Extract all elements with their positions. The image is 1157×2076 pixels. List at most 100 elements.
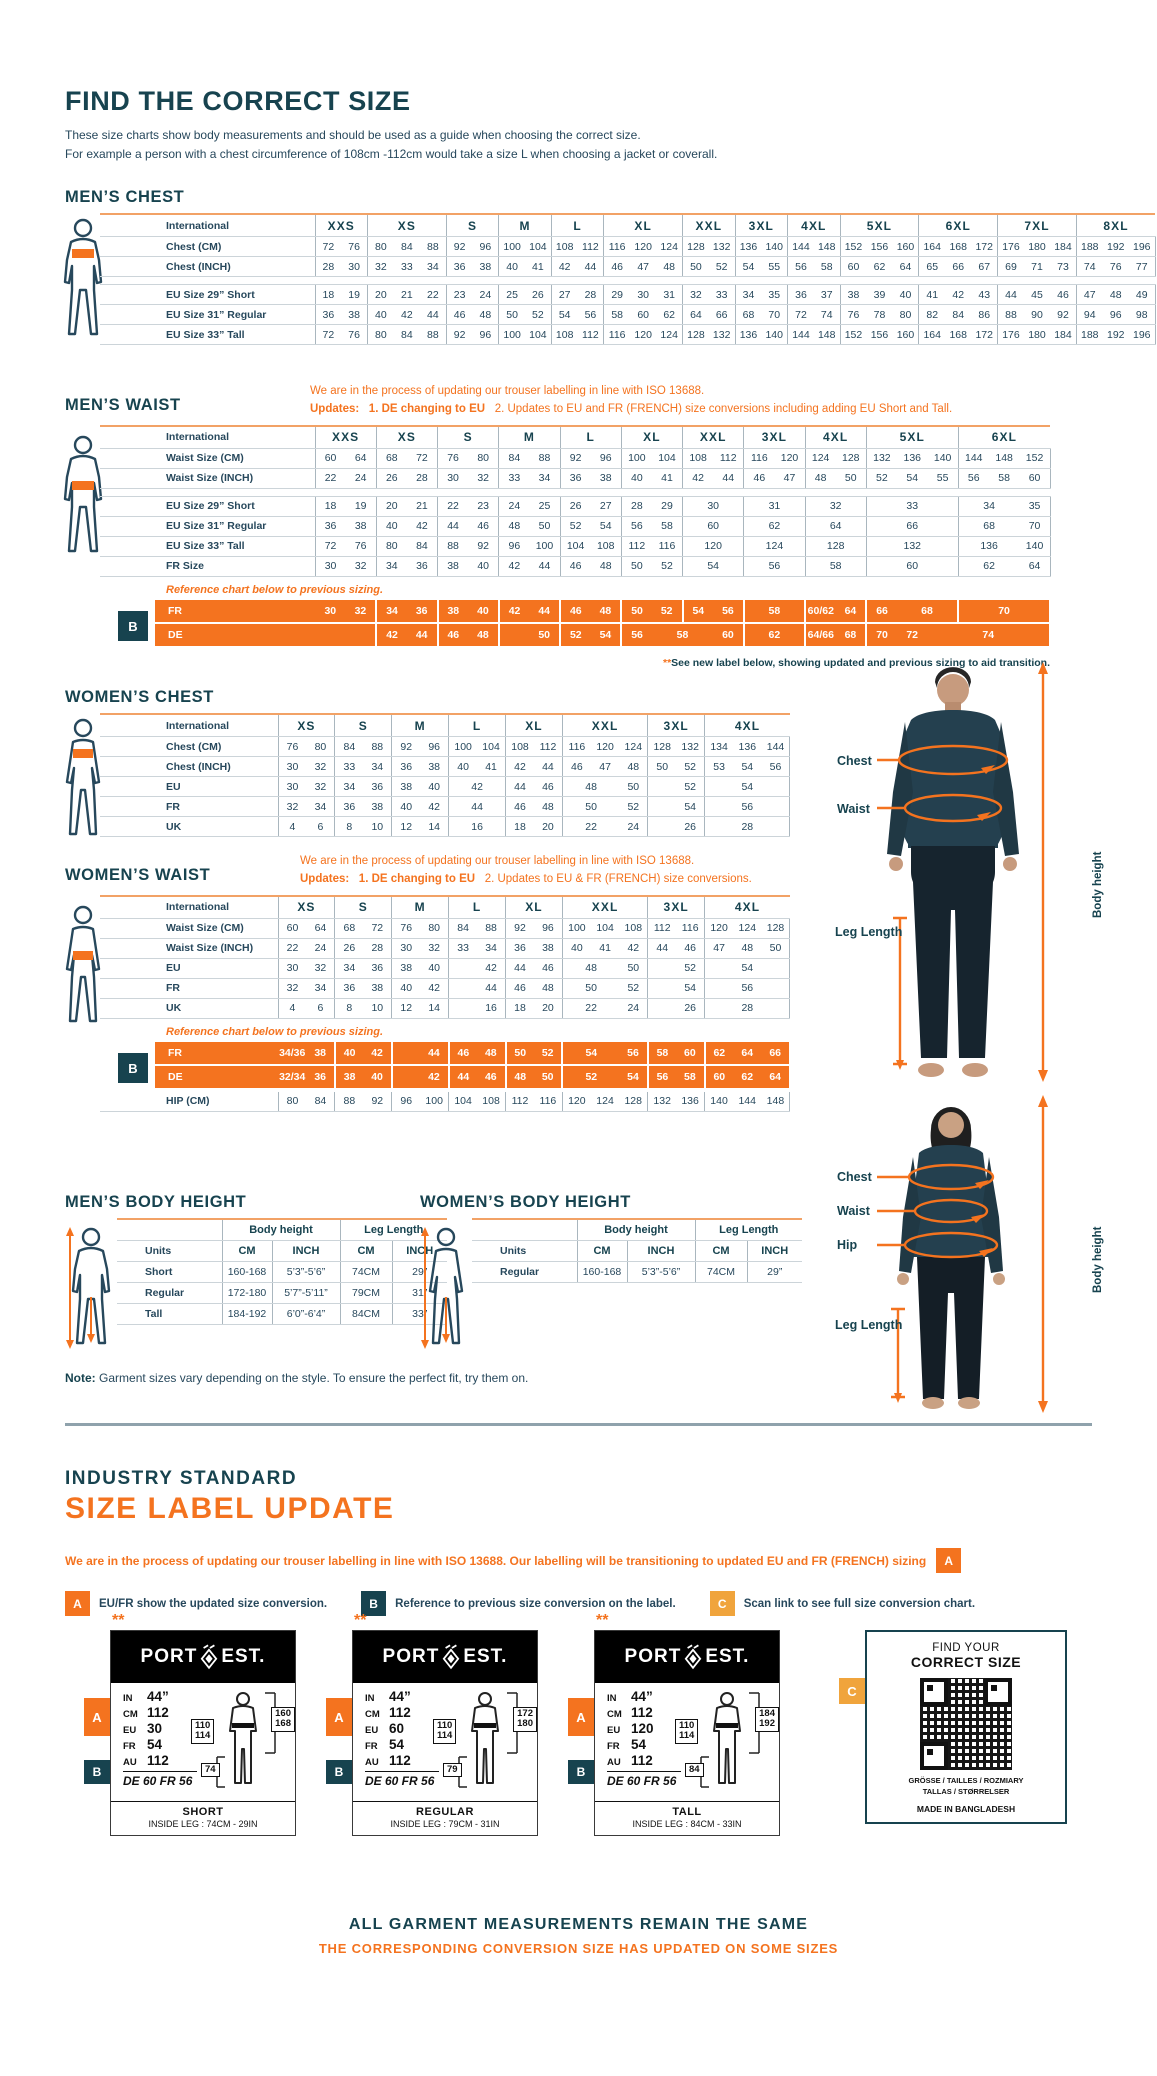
size-cell: 50	[647, 756, 677, 777]
size-cell: 136	[958, 536, 1020, 557]
size-cell: 30	[630, 284, 657, 305]
size-cell: 44	[647, 938, 677, 959]
cell: 160-168	[221, 1261, 272, 1283]
size-cell: 100	[621, 448, 652, 469]
size-cell: 58	[988, 468, 1020, 489]
size-cell: 41	[590, 938, 620, 959]
size-cell: 46	[676, 938, 706, 959]
mens-measurement-figure: Chest Waist Leg Length Body height	[835, 662, 1104, 1082]
size-cell: 36	[315, 304, 342, 325]
size-cell: 90	[1023, 304, 1051, 325]
size-cell: 76	[1102, 256, 1129, 277]
man-body-height-label: Body height	[1092, 851, 1104, 918]
size-cell: 38	[363, 978, 393, 999]
size-cell: 54	[704, 776, 791, 797]
made-in-text: MADE IN BANGLADESH	[916, 1804, 1016, 1814]
womens-waist-header-row: WOMEN’S WAIST We are in the process of u…	[65, 853, 825, 889]
badge-a-icon: A	[65, 1591, 90, 1616]
size-cell: 64	[835, 599, 868, 624]
value-fr: 54	[389, 1737, 405, 1752]
size-cell: 41	[525, 256, 552, 277]
size-cell: 30	[437, 468, 469, 489]
size-cell: 60	[1019, 468, 1051, 489]
row-label: UK	[100, 998, 279, 1019]
value-fr: 54	[631, 1737, 647, 1752]
size-cell: 56	[787, 256, 814, 277]
waist-measure-box: 110 114	[675, 1719, 699, 1744]
size-cell: 46	[562, 756, 591, 777]
row-label: Chest (INCH)	[100, 756, 279, 777]
size-cell: 54	[676, 978, 706, 999]
size-cell: 60	[713, 622, 745, 648]
size-group-header: S	[445, 214, 499, 237]
size-group-header: 3XL	[743, 425, 806, 449]
size-cell: 36	[406, 599, 439, 624]
update-item-1: 1. DE changing to EU	[368, 402, 486, 415]
size-cell: 39	[866, 284, 893, 305]
size-group-header: XXL	[561, 714, 648, 737]
size-cell: 42	[376, 622, 407, 648]
size-cell: 41	[651, 468, 684, 489]
womens-waist-update-note: We are in the process of updating our tr…	[300, 853, 752, 889]
size-cell: 40	[468, 599, 500, 624]
size-cell: 108	[619, 918, 649, 939]
size-cell: 33	[334, 756, 364, 777]
size-cell: 40	[391, 796, 421, 817]
unit-cm: CM	[694, 1240, 747, 1262]
size-cell: 136	[733, 736, 762, 757]
size-cell: 54	[590, 622, 623, 648]
size-cell: 52	[708, 256, 736, 277]
section-divider	[65, 1423, 1092, 1426]
size-cell: 44	[420, 1041, 450, 1066]
size-cell: 46	[560, 556, 591, 577]
size-cell: 54	[551, 304, 578, 325]
badge-b-womens: B	[118, 1053, 148, 1083]
size-cell: 20	[367, 284, 394, 305]
size-group-header: 4XL	[804, 425, 867, 449]
womens-hip-table: HIP (CM) 80 84 88 92 96 100 104 108 112 116 120 124 1…	[100, 1091, 825, 1112]
qr-panel: C FIND YOUR CORRECT SIZE GRÖSSE / TAILLE…	[839, 1630, 1067, 1836]
size-cell: 46	[446, 304, 473, 325]
size-cell: 32	[805, 496, 867, 517]
size-cell: 56	[619, 1041, 649, 1066]
size-cell	[647, 816, 677, 837]
size-cell: 50	[619, 958, 649, 979]
size-cell: 112	[713, 448, 745, 469]
size-cell: 48	[619, 756, 649, 777]
inside-leg: INSIDE LEG : 84CM - 33IN	[632, 1819, 742, 1829]
row-label: Waist Size (INCH)	[100, 468, 316, 489]
womens-waist-table: International XS S M L XL XXL 3XL 4XL Waist Size …	[100, 894, 825, 1019]
size-cell: 44	[505, 776, 534, 797]
size-cell: 32	[278, 796, 307, 817]
size-cell: 56	[621, 516, 652, 537]
mens-chest-table: International XXS XS S M L XL XXL 3XL 4XL 5XL 6XL 7X…	[100, 213, 1157, 345]
size-cell: 180	[1023, 324, 1051, 345]
size-cell: 48	[477, 1041, 507, 1066]
woman-hip-label: Hip	[837, 1238, 858, 1252]
size-cell: 76	[345, 536, 377, 557]
mens-body-height-section: MEN’S BODY HEIGHT Body height Leg Length …	[65, 1193, 447, 1349]
size-cell: 31	[743, 496, 806, 517]
size-cell: 120	[682, 536, 745, 557]
womens-waist-previous-sizing-table: FR 34/36 38 40 42 44 46 48 50 52 54 56 58 60 62 64 66 DE 3…	[155, 1041, 825, 1090]
size-cell: 48	[805, 468, 836, 489]
label-legend: A EU/FR show the updated size conversion…	[65, 1591, 1157, 1616]
size-cell: 23	[446, 284, 473, 305]
size-cell: 64	[892, 256, 920, 277]
portwest-logo: PORT EST.	[111, 1631, 295, 1683]
size-cell: 54	[682, 556, 745, 577]
man-waist-label: Waist	[837, 802, 871, 816]
size-cell: 72	[787, 304, 814, 325]
size-cell: 42	[505, 756, 534, 777]
woman-measure-annotations	[877, 1105, 1045, 1403]
size-group-header: 3XL	[647, 895, 705, 919]
cell: 5’3”-5’6”	[626, 1261, 695, 1283]
size-cell: 58	[647, 1041, 677, 1066]
card-figure: 110 114 172 180 79	[433, 1691, 537, 1793]
size-cell: 6	[306, 816, 336, 837]
man-chest-label: Chest	[837, 754, 873, 768]
size-cell: 42	[420, 796, 450, 817]
size-cell: 62	[866, 256, 893, 277]
size-cell: 55	[927, 468, 959, 489]
size-cell: 44	[477, 978, 507, 999]
